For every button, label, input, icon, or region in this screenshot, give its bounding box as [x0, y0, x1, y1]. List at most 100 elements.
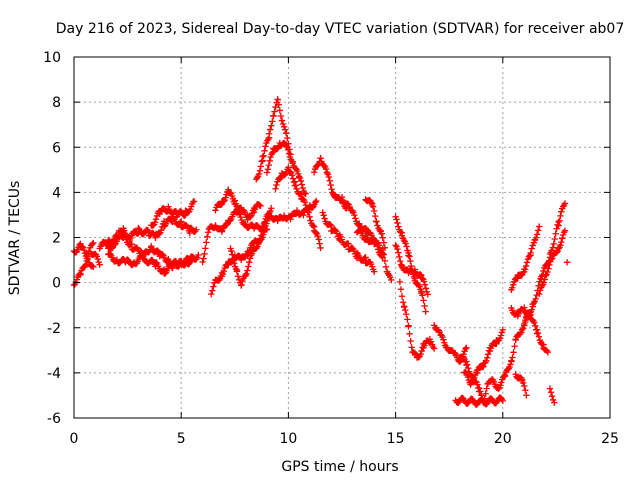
data-point: [521, 316, 529, 324]
data-point: [406, 253, 413, 260]
data-point: [268, 122, 275, 129]
x-tick-label: 15: [387, 431, 405, 447]
data-point: [149, 222, 157, 229]
y-tick-label: -4: [47, 366, 61, 382]
data-point: [266, 126, 274, 133]
data-point: [463, 344, 470, 352]
data-point: [464, 364, 472, 372]
data-point: [277, 112, 285, 120]
data-point: [519, 379, 527, 387]
data-point: [302, 190, 309, 197]
data-point: [270, 112, 277, 119]
x-tick-label: 10: [279, 431, 297, 447]
data-point: [265, 161, 272, 169]
data-point: [518, 272, 525, 279]
data-point: [546, 261, 553, 269]
data-point: [532, 295, 539, 303]
data-point: [563, 259, 571, 266]
data-point: [320, 212, 327, 219]
data-point: [278, 117, 286, 124]
data-point: [402, 306, 409, 314]
data-point: [263, 226, 271, 233]
data-point: [531, 319, 538, 327]
data-point: [90, 239, 97, 247]
data-point: [190, 198, 198, 205]
data-point: [521, 382, 528, 390]
data-point: [89, 262, 96, 270]
data-point: [378, 230, 385, 237]
data-point: [257, 163, 265, 170]
data-point: [259, 157, 266, 164]
data-point: [362, 225, 370, 232]
data-point: [253, 244, 260, 252]
data-point: [228, 247, 235, 255]
data-point: [268, 205, 275, 212]
data-point: [291, 178, 299, 185]
data-point: [301, 189, 308, 197]
data-point: [122, 233, 129, 240]
data-point: [396, 253, 403, 261]
data-point: [257, 202, 264, 209]
data-point: [314, 161, 322, 169]
data-point: [298, 181, 306, 188]
data-point: [499, 326, 506, 334]
data-point: [557, 212, 564, 220]
data-point: [535, 333, 543, 340]
data-point: [398, 293, 406, 300]
data-point: [297, 177, 305, 185]
data-point: [322, 165, 330, 173]
data-point: [261, 147, 268, 155]
data-point: [209, 287, 216, 294]
data-point: [408, 262, 415, 270]
data-point: [218, 228, 226, 235]
data-point: [486, 347, 494, 355]
data-point: [547, 389, 555, 396]
data-point: [483, 357, 490, 364]
data-point: [400, 236, 408, 244]
data-point: [405, 323, 412, 330]
data-point: [381, 257, 389, 265]
data-point: [544, 268, 551, 276]
data-point: [125, 256, 132, 264]
data-point: [497, 332, 505, 339]
data-point: [495, 385, 502, 393]
data-point: [536, 223, 543, 230]
data-point: [395, 223, 402, 230]
data-point: [405, 249, 412, 257]
data-point: [151, 219, 159, 226]
data-point: [273, 181, 280, 189]
data-point: [345, 240, 352, 248]
data-point: [549, 244, 557, 251]
data-point: [533, 231, 541, 238]
data-point: [201, 250, 208, 258]
data-point: [316, 240, 323, 247]
y-tick-label: 0: [52, 276, 61, 292]
data-point: [509, 354, 516, 361]
data-point: [271, 108, 278, 115]
data-point: [547, 256, 555, 263]
data-point: [392, 242, 399, 249]
data-point: [312, 199, 319, 206]
data-point: [528, 306, 536, 313]
data-point: [227, 189, 234, 196]
data-point: [260, 152, 267, 159]
data-point: [474, 381, 481, 388]
data-point: [233, 268, 241, 275]
data-point: [90, 263, 97, 270]
data-point: [373, 218, 380, 225]
data-point: [469, 395, 476, 403]
y-tick-label: 6: [52, 140, 61, 156]
data-point: [220, 267, 227, 275]
data-point: [203, 239, 210, 246]
data-point: [314, 232, 322, 240]
data-point: [379, 245, 386, 252]
data-point: [482, 390, 489, 397]
data-point: [469, 378, 476, 386]
data-point: [400, 303, 408, 310]
data-point: [532, 322, 539, 330]
data-point: [284, 134, 291, 142]
data-point: [561, 200, 569, 207]
chart-title: Day 216 of 2023, Sidereal Day-to-day VTE…: [56, 21, 625, 37]
data-point: [545, 265, 552, 272]
data-point: [546, 385, 554, 392]
